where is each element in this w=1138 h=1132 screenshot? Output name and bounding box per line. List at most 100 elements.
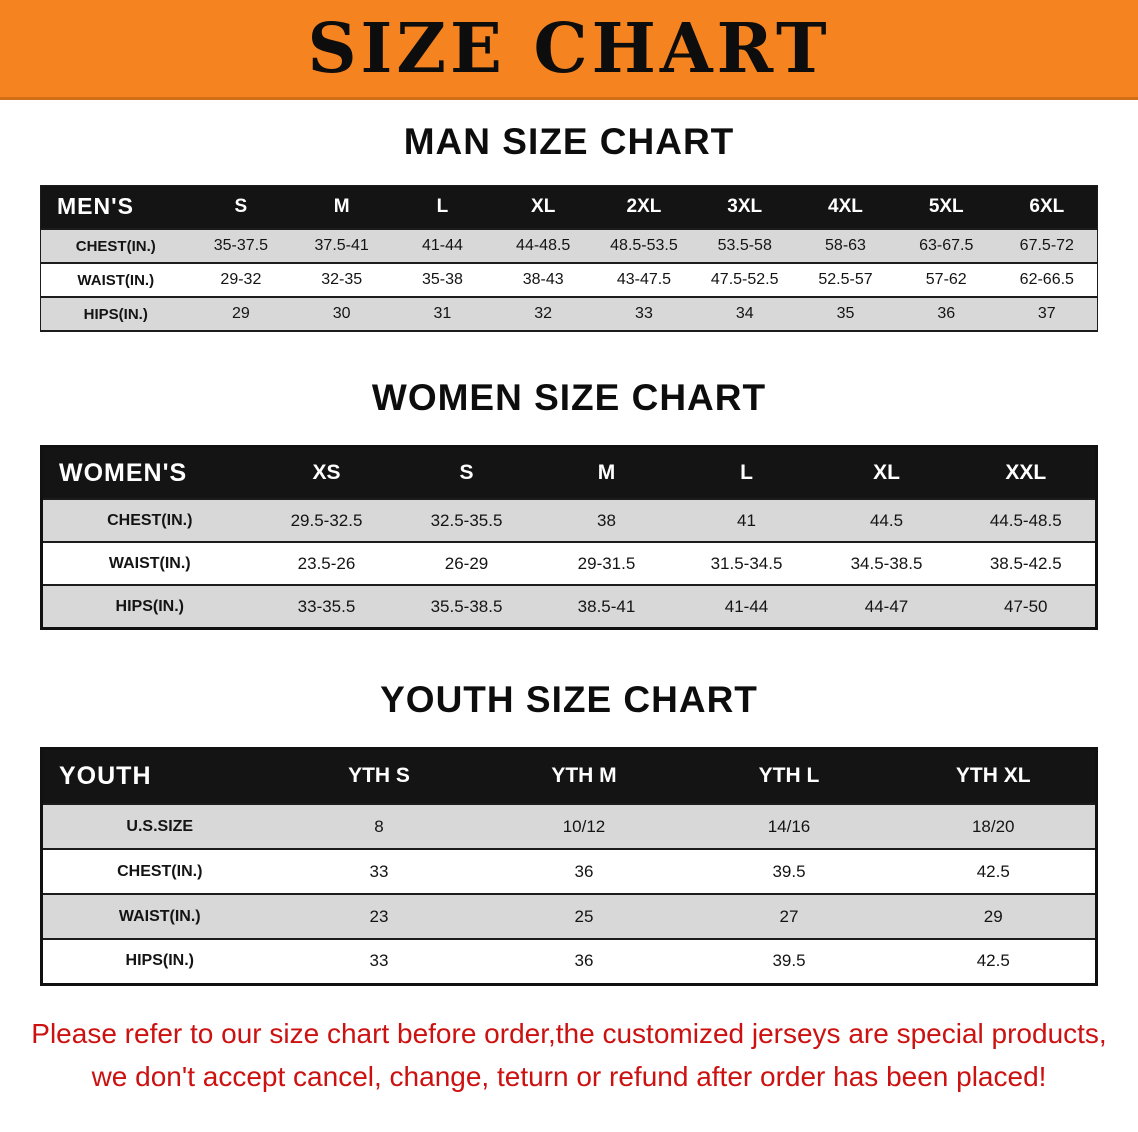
cell-value: 35-37.5	[213, 237, 269, 255]
cell-value: 18/20	[971, 816, 1015, 836]
column-header: YTH M	[481, 748, 687, 805]
youth-size-table: YOUTH YTH S YTH M YTH L YTH XL U.S.SIZE 8 10/12…	[40, 746, 1098, 986]
row-label: HIPS(IN.)	[83, 305, 148, 323]
youth-size-chart-section: YOUTH SIZE CHART YOUTH YTH S YTH M YTH L YTH…	[0, 678, 1138, 986]
table-corner-label: MEN'S	[40, 185, 191, 230]
cell-value: 36	[574, 861, 594, 881]
row-label: CHEST(IN.)	[117, 862, 203, 880]
cell-value: 48.5-53.5	[610, 237, 678, 255]
cell-value: 42.5	[976, 861, 1010, 881]
cell-value: 25	[574, 906, 594, 926]
cell-value: 52.5-57	[818, 271, 873, 289]
cell-value: 33	[369, 861, 389, 881]
size-chart-banner: SIZE CHART	[0, 0, 1138, 100]
cell-value: 58-63	[825, 237, 866, 255]
column-header: 6XL	[996, 185, 1098, 230]
cell-value: 37	[1037, 305, 1056, 323]
cell-value: 23	[369, 906, 389, 926]
cell-value: 47.5-52.5	[710, 271, 779, 289]
row-label: CHEST(IN.)	[107, 511, 193, 529]
cell-value: 29-32	[220, 271, 262, 289]
row-label: U.S.SIZE	[126, 817, 194, 835]
table-corner-label: YOUTH	[41, 748, 277, 805]
row-label: HIPS(IN.)	[115, 597, 184, 615]
cell-value: 39.5	[772, 861, 806, 881]
cell-value: 29.5-32.5	[290, 510, 363, 530]
women-size-table: WOMEN'S XS S M L XL XXL CHEST(IN.) 29.5-32.5 32.5…	[40, 444, 1098, 630]
column-header: YTH XL	[891, 748, 1097, 805]
row-label: HIPS(IN.)	[125, 952, 194, 970]
cell-value: 23.5-26	[297, 553, 356, 573]
column-header: 3XL	[694, 185, 796, 230]
notice-line-2: we don't accept cancel, change, teturn o…	[91, 1060, 1047, 1092]
women-section-title: WOMEN SIZE CHART	[371, 377, 767, 419]
column-header: M	[291, 185, 393, 230]
column-header: XXL	[956, 446, 1097, 500]
cell-value: 41	[737, 510, 756, 530]
table-row: CHEST(IN.) 35-37.5 37.5-41 41-44 44-48.5 48.5…	[40, 229, 1098, 264]
column-header: YTH L	[686, 748, 892, 805]
cell-value: 33	[635, 305, 653, 323]
cell-value: 44-48.5	[516, 237, 571, 255]
women-size-chart-section: WOMEN SIZE CHART WOMEN'S XS S M L XL XXL CHEST(…	[0, 377, 1138, 630]
cell-value: 29	[983, 906, 1003, 926]
cell-value: 30	[332, 305, 351, 323]
cell-value: 38	[597, 510, 616, 530]
cell-value: 26-29	[444, 553, 489, 573]
cell-value: 62-66.5	[1019, 271, 1074, 289]
cell-value: 8	[374, 816, 384, 836]
cell-value: 35	[836, 305, 855, 323]
cell-value: 41-44	[421, 237, 463, 255]
cell-value: 43-47.5	[616, 271, 672, 289]
row-label: WAIST(IN.)	[108, 554, 191, 572]
cell-value: 33	[369, 951, 389, 971]
cell-value: 44.5	[869, 510, 904, 530]
order-notice: Please refer to our size chart before or…	[0, 1012, 1138, 1099]
table-header-row: YOUTH YTH S YTH M YTH L YTH XL	[41, 748, 1097, 805]
row-label: WAIST(IN.)	[77, 271, 155, 289]
men-size-table: MEN'S S M L XL 2XL 3XL 4XL 5XL 6XL CHEST(IN.) 35-37…	[40, 184, 1098, 333]
table-header-row: MEN'S S M L XL 2XL 3XL 4XL 5XL 6XL	[40, 185, 1098, 230]
cell-value: 14/16	[767, 816, 811, 836]
column-header: XL	[492, 185, 594, 230]
man-size-chart-section: MAN SIZE CHART MEN'S S M L XL 2XL 3XL 4XL 5XL 6XL…	[0, 121, 1138, 333]
cell-value: 41-44	[724, 596, 769, 616]
cell-value: 31.5-34.5	[710, 553, 783, 573]
page-title: SIZE CHART	[307, 8, 831, 89]
table-row: WAIST(IN.) 23 25 27 29	[41, 894, 1097, 940]
cell-value: 29-31.5	[577, 553, 636, 573]
table-row: HIPS(IN.) 29 30 31 32 33 34 35 36 37	[40, 297, 1098, 332]
table-row: HIPS(IN.) 33-35.5 35.5-38.5 38.5-41 41-44 44-…	[41, 585, 1097, 629]
table-corner-label: WOMEN'S	[41, 446, 257, 500]
cell-value: 27	[779, 906, 799, 926]
cell-value: 57-62	[925, 271, 967, 289]
cell-value: 32-35	[321, 271, 363, 289]
table-row: WAIST(IN.) 23.5-26 26-29 29-31.5 31.5-34.5 34…	[41, 542, 1097, 586]
cell-value: 34.5-38.5	[850, 553, 923, 573]
column-header: YTH S	[276, 748, 482, 805]
cell-value: 36	[574, 951, 594, 971]
column-header: M	[536, 446, 677, 500]
column-header: XS	[256, 446, 397, 500]
cell-value: 47-50	[1004, 596, 1048, 616]
cell-value: 67.5-72	[1019, 237, 1074, 255]
cell-value: 32	[534, 305, 553, 323]
cell-value: 35-38	[421, 271, 463, 289]
column-header: XL	[816, 446, 957, 500]
column-header: L	[392, 185, 493, 230]
table-row: CHEST(IN.) 33 36 39.5 42.5	[41, 849, 1097, 895]
column-header: S	[396, 446, 537, 500]
table-row: HIPS(IN.) 33 36 39.5 42.5	[41, 939, 1097, 985]
column-header: 2XL	[593, 185, 695, 230]
youth-section-title: YOUTH SIZE CHART	[380, 678, 758, 720]
cell-value: 38.5-41	[577, 596, 636, 616]
cell-value: 44-47	[864, 596, 909, 616]
column-header: S	[190, 185, 292, 230]
cell-value: 33-35.5	[297, 596, 356, 616]
cell-value: 29	[231, 305, 250, 323]
cell-value: 32.5-35.5	[430, 510, 503, 530]
table-row: CHEST(IN.) 29.5-32.5 32.5-35.5 38 41 44.5 44.5…	[41, 499, 1097, 543]
column-header: 5XL	[895, 185, 997, 230]
row-label: CHEST(IN.)	[75, 237, 156, 255]
table-header-row: WOMEN'S XS S M L XL XXL	[41, 446, 1097, 500]
